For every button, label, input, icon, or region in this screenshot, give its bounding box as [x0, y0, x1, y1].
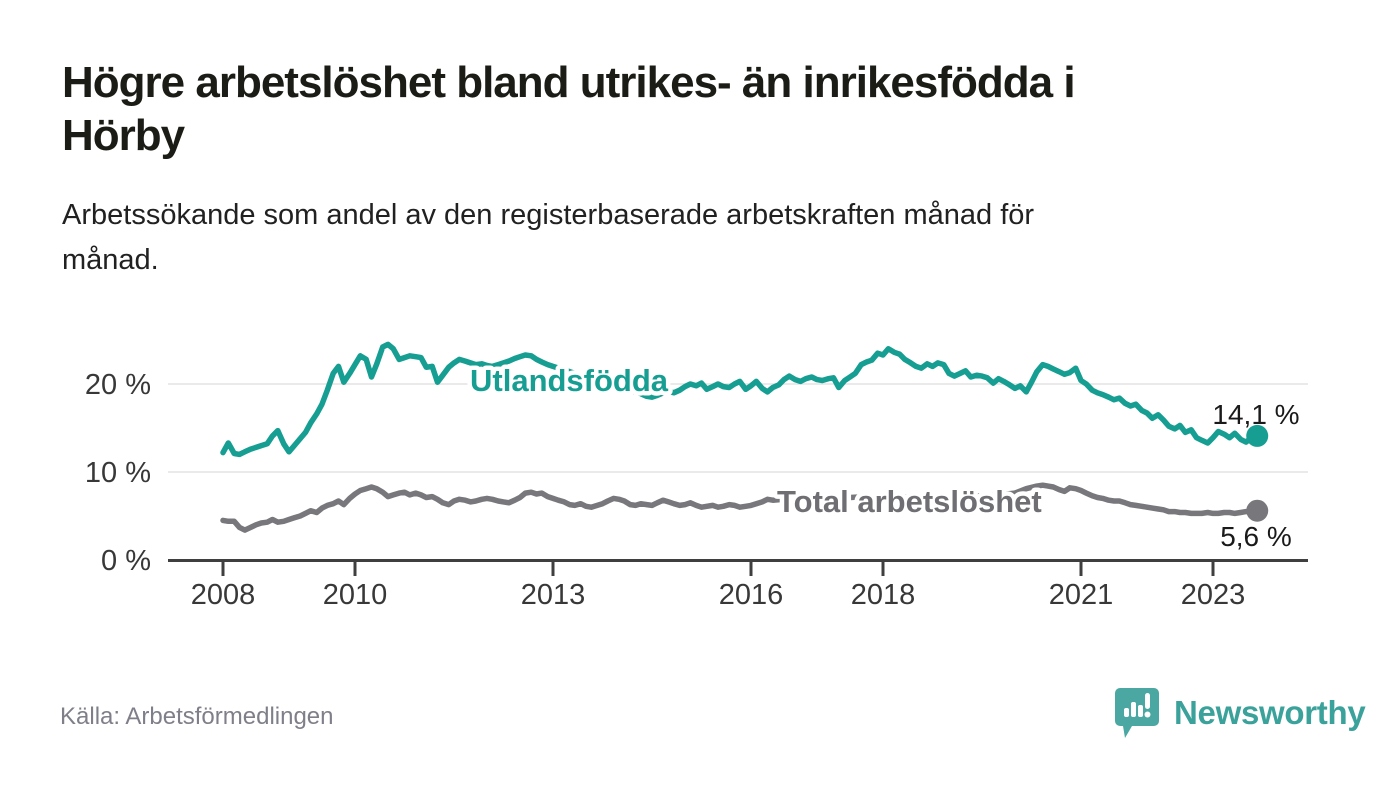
y-axis-label-10: 10 % — [85, 457, 151, 489]
series-line-total-arbetsl-shet — [220, 482, 1260, 533]
y-axis-label-20: 20 % — [85, 369, 151, 401]
x-axis-label-2008: 2008 — [191, 579, 256, 611]
exclamation-dot — [1144, 711, 1151, 718]
chart-subtitle: Arbetssökande som andel av den registerb… — [62, 193, 1034, 283]
end-dot-utlandsf-dda — [1246, 424, 1269, 447]
brand-name: Newsworthy — [1174, 694, 1366, 731]
x-axis-label-2021: 2021 — [1049, 579, 1114, 611]
x-axis-label-2016: 2016 — [719, 579, 784, 611]
end-value-label-total-arbetsl-shet: 5,6 % — [1220, 521, 1292, 552]
exclamation-bar — [1145, 693, 1150, 709]
x-axis-label-2018: 2018 — [851, 579, 916, 611]
end-dot-total-arbetsl-shet — [1246, 499, 1269, 522]
series-label-total-arbetsl-shet: Total arbetslöshet — [777, 484, 1042, 519]
series-label-utlandsf-dda: Utlandsfödda — [470, 363, 669, 398]
source-note: Källa: Arbetsförmedlingen — [60, 703, 334, 730]
x-axis-label-2013: 2013 — [521, 579, 586, 611]
speech-bubble-shape — [1115, 688, 1159, 738]
bar-3 — [1138, 705, 1143, 717]
bar-2 — [1131, 702, 1136, 717]
newsworthy-logo-icon — [1115, 688, 1159, 738]
title-line-2: Hörby — [62, 111, 185, 160]
x-axis-label-2010: 2010 — [323, 579, 388, 611]
series-line-utlandsf-dda — [220, 341, 1260, 458]
title-line-1: Högre arbetslöshet bland utrikes- än inr… — [62, 58, 1076, 107]
subtitle-line-2: månad. — [62, 244, 159, 276]
subtitle-line-1: Arbetssökande som andel av den registerb… — [62, 199, 1035, 231]
newsworthy-logo: Newsworthy — [1115, 684, 1366, 742]
x-axis-label-2023: 2023 — [1181, 579, 1246, 611]
y-axis-label-0: 0 % — [101, 545, 151, 577]
page-title: Högre arbetslöshet bland utrikes- än inr… — [62, 56, 1076, 162]
bar-1 — [1124, 708, 1129, 717]
end-value-label-utlandsf-dda: 14,1 % — [1212, 399, 1299, 430]
